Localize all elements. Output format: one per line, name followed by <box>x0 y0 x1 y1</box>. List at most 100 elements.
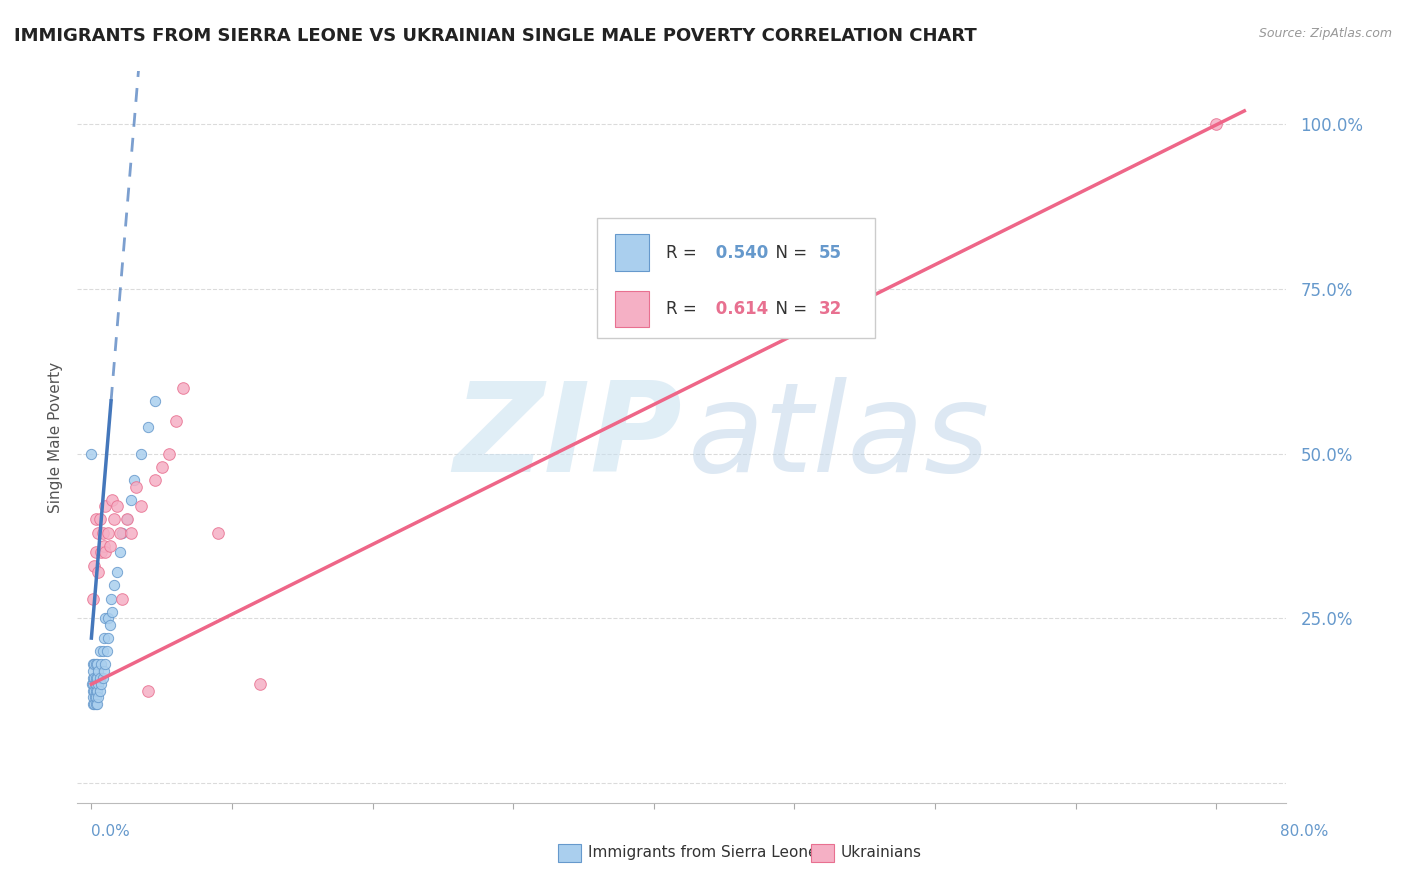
Point <box>91 525 114 540</box>
Point <box>82 677 105 691</box>
Point <box>86 683 108 698</box>
Point <box>80 446 103 460</box>
Point <box>84 690 107 705</box>
Point <box>82 697 104 711</box>
Point <box>84 657 107 672</box>
Point <box>83 697 105 711</box>
Point <box>87 525 110 540</box>
Point <box>84 677 107 691</box>
Text: ZIP: ZIP <box>453 376 682 498</box>
Point <box>86 657 108 672</box>
Point <box>165 414 187 428</box>
Point <box>84 512 107 526</box>
Point <box>125 479 148 493</box>
Point <box>136 420 159 434</box>
Text: 0.540: 0.540 <box>710 244 768 261</box>
Point <box>83 657 105 672</box>
Point <box>83 683 105 698</box>
Point <box>111 591 134 606</box>
Text: Immigrants from Sierra Leone: Immigrants from Sierra Leone <box>588 846 817 860</box>
Point <box>90 677 112 691</box>
Text: 80.0%: 80.0% <box>1281 824 1329 838</box>
Point <box>84 545 107 559</box>
Point <box>89 683 111 698</box>
Point <box>82 657 104 672</box>
Point <box>82 683 104 698</box>
Point <box>94 545 117 559</box>
Text: N =: N = <box>765 244 813 261</box>
Point <box>93 539 115 553</box>
Point <box>98 618 121 632</box>
Point <box>103 578 125 592</box>
Text: R =: R = <box>666 244 702 261</box>
Point <box>115 512 138 526</box>
Point <box>97 525 120 540</box>
Text: N =: N = <box>765 300 813 318</box>
Point <box>86 697 108 711</box>
Point <box>249 677 271 691</box>
Text: IMMIGRANTS FROM SIERRA LEONE VS UKRAINIAN SINGLE MALE POVERTY CORRELATION CHART: IMMIGRANTS FROM SIERRA LEONE VS UKRAINIA… <box>14 27 977 45</box>
Point <box>91 644 114 658</box>
Point <box>101 605 124 619</box>
Text: 55: 55 <box>818 244 842 261</box>
Point <box>91 671 114 685</box>
Point <box>101 492 124 507</box>
Point <box>172 381 194 395</box>
Point <box>89 671 111 685</box>
Point <box>89 644 111 658</box>
Point <box>129 500 152 514</box>
Text: Source: ZipAtlas.com: Source: ZipAtlas.com <box>1258 27 1392 40</box>
Point <box>103 512 125 526</box>
Point <box>83 558 105 573</box>
Point <box>150 459 173 474</box>
Point <box>93 664 115 678</box>
Point <box>108 525 131 540</box>
FancyBboxPatch shape <box>598 218 876 338</box>
Point <box>86 677 108 691</box>
Text: 0.614: 0.614 <box>710 300 768 318</box>
Point <box>82 664 105 678</box>
Point <box>83 671 105 685</box>
Point <box>120 492 142 507</box>
Point <box>87 677 110 691</box>
Point <box>86 690 108 705</box>
Point <box>84 697 107 711</box>
Point <box>89 512 111 526</box>
Point <box>100 591 122 606</box>
Text: R =: R = <box>666 300 702 318</box>
Point <box>90 545 112 559</box>
Point <box>1205 117 1227 131</box>
Point <box>87 664 110 678</box>
Text: 0.0%: 0.0% <box>91 824 131 838</box>
Point <box>115 512 138 526</box>
Point <box>108 545 131 559</box>
Point <box>94 657 117 672</box>
Point <box>129 446 152 460</box>
Point <box>143 473 166 487</box>
Point <box>82 677 104 691</box>
Point <box>87 690 110 705</box>
Point <box>120 525 142 540</box>
Text: Ukrainians: Ukrainians <box>841 846 922 860</box>
Point <box>82 671 104 685</box>
Point <box>84 683 107 698</box>
Bar <box>616 235 650 271</box>
Text: 32: 32 <box>818 300 842 318</box>
Y-axis label: Single Male Poverty: Single Male Poverty <box>48 361 63 513</box>
Point <box>94 500 117 514</box>
Point <box>86 671 108 685</box>
Point <box>93 631 115 645</box>
Point <box>105 565 128 579</box>
Point <box>157 446 180 460</box>
Bar <box>616 291 650 327</box>
Point <box>90 657 112 672</box>
Point <box>98 539 121 553</box>
Point <box>97 611 120 625</box>
Point <box>105 500 128 514</box>
Point <box>97 631 120 645</box>
Point <box>111 525 134 540</box>
Point <box>136 683 159 698</box>
Point <box>96 644 118 658</box>
Point <box>82 591 104 606</box>
Point <box>122 473 145 487</box>
